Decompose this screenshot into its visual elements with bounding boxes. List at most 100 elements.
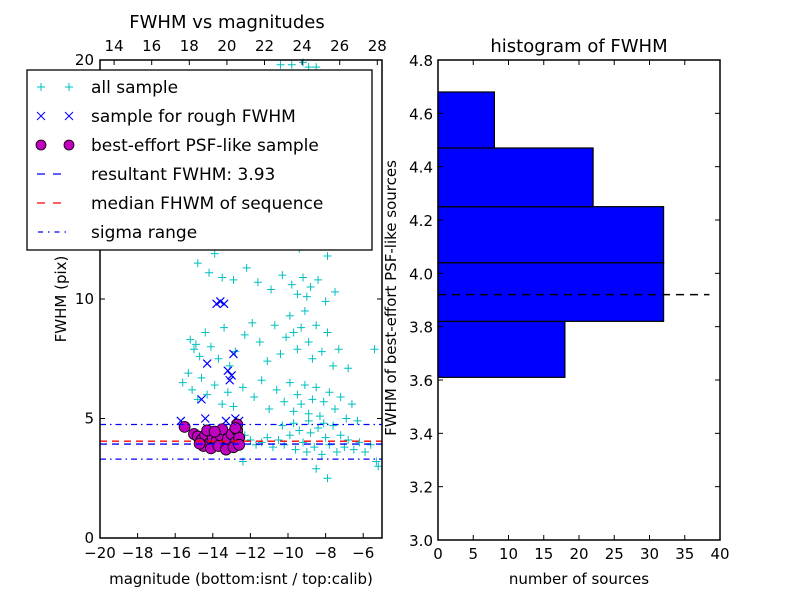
legend-marker [65, 83, 73, 91]
histogram-panel: 0 5 10 15 20 25 30 35 40 3.0 3.2 3.4 3.6 3.8 4.0 4.2 4.… [382, 36, 730, 588]
y-tick-label: 3.6 [409, 372, 433, 390]
legend-marker [35, 139, 47, 151]
data-point [353, 416, 362, 425]
data-point [315, 412, 324, 421]
data-point [312, 383, 321, 392]
data-point [342, 414, 351, 423]
data-point [229, 275, 238, 284]
data-point [314, 424, 323, 433]
histogram-x-label: number of sources [509, 570, 649, 588]
data-point [323, 328, 332, 337]
data-point [300, 381, 309, 390]
data-point [331, 404, 339, 413]
histogram-x-ticks: 0 5 10 15 20 25 30 35 40 [433, 60, 730, 563]
x-tick-label: 30 [640, 545, 659, 563]
data-point [293, 390, 302, 399]
data-point [287, 60, 296, 69]
scatter-top-ticks: 14 16 18 20 22 24 26 28 [105, 37, 387, 65]
histogram-y-label: FWHM of best-effort PSF-like sources [382, 160, 400, 436]
data-point [361, 447, 370, 456]
data-point [218, 273, 227, 282]
data-point [246, 436, 255, 445]
scatter-y-label: FWHM (pix) [52, 256, 70, 343]
legend-marker [36, 111, 46, 121]
x-tick-label: 20 [569, 545, 588, 563]
data-point [188, 385, 197, 394]
histogram-bar [437, 91, 496, 149]
data-point [280, 397, 289, 406]
x-tick-label: −20 [84, 544, 116, 562]
scatter-x-ticks: −20 −18 −16 −14 −12 −10 −8 −6 [84, 533, 374, 562]
data-point [325, 440, 334, 449]
data-point [347, 400, 356, 409]
data-point [214, 354, 223, 363]
legend-label: all sample [91, 78, 178, 98]
data-point [250, 392, 259, 401]
data-point [276, 60, 285, 69]
data-point [242, 263, 251, 272]
y-tick-label: 3.8 [409, 319, 433, 337]
data-point [201, 328, 210, 337]
data-point [329, 421, 338, 430]
data-point [233, 438, 246, 451]
data-point [202, 359, 212, 368]
data-point [336, 392, 345, 401]
data-point [248, 318, 257, 327]
data-point [278, 421, 287, 430]
x-tick-label: −14 [197, 544, 229, 562]
data-point [220, 323, 229, 332]
data-point [312, 321, 321, 330]
data-point [329, 361, 338, 370]
legend-box [26, 69, 373, 251]
data-point [312, 464, 321, 473]
y-tick-label: 3.4 [409, 425, 433, 443]
x-tick-label: 35 [675, 545, 694, 563]
data-point [252, 440, 261, 449]
data-point [200, 414, 210, 423]
data-point [308, 395, 317, 404]
data-point [223, 366, 233, 376]
data-point [299, 273, 308, 282]
data-point [255, 338, 264, 347]
data-point [317, 347, 326, 356]
data-point [282, 333, 291, 342]
legend-entry: all sample [37, 78, 178, 98]
scatter-title: FWHM vs magnitudes [129, 12, 324, 33]
y-tick-label: 20 [75, 51, 94, 69]
data-point [263, 357, 272, 366]
data-point [240, 330, 249, 339]
x-tick-label: 0 [433, 545, 443, 563]
data-point [253, 278, 262, 287]
legend-entry: resultant FWHM: 3.93 [37, 165, 275, 185]
data-point [178, 420, 191, 433]
histogram-bars [437, 91, 665, 378]
data-point [344, 436, 353, 445]
x-tick-label: 25 [605, 545, 624, 563]
data-point [190, 345, 198, 354]
data-point [263, 433, 272, 442]
x-tick-label: 10 [499, 545, 518, 563]
y-tick-label: 4.6 [409, 105, 433, 123]
data-point [317, 450, 326, 459]
data-point [184, 369, 193, 378]
legend-label: median FHWM of sequence [91, 194, 323, 214]
data-point [229, 349, 238, 359]
data-point [310, 443, 319, 452]
data-point [270, 321, 279, 330]
data-point [321, 433, 330, 442]
data-point [272, 385, 281, 394]
data-point [203, 390, 212, 399]
scatter-x-label: magnitude (bottom:isnt / top:calib) [109, 570, 373, 588]
data-point [366, 440, 375, 449]
series-best-effort-psf-like-sample [178, 418, 246, 456]
y-tick-label: 0 [84, 529, 94, 547]
data-point [289, 419, 298, 428]
histogram-title: histogram of FWHM [490, 36, 667, 57]
legend-label: sample for rough FWHM [91, 107, 296, 127]
y-tick-label: 3.0 [409, 532, 433, 550]
legend-entry: median FHWM of sequence [37, 194, 323, 214]
legend-entry: sigma range [38, 223, 197, 243]
histogram-bar [437, 320, 566, 378]
data-point [332, 447, 341, 456]
data-point [314, 275, 323, 284]
